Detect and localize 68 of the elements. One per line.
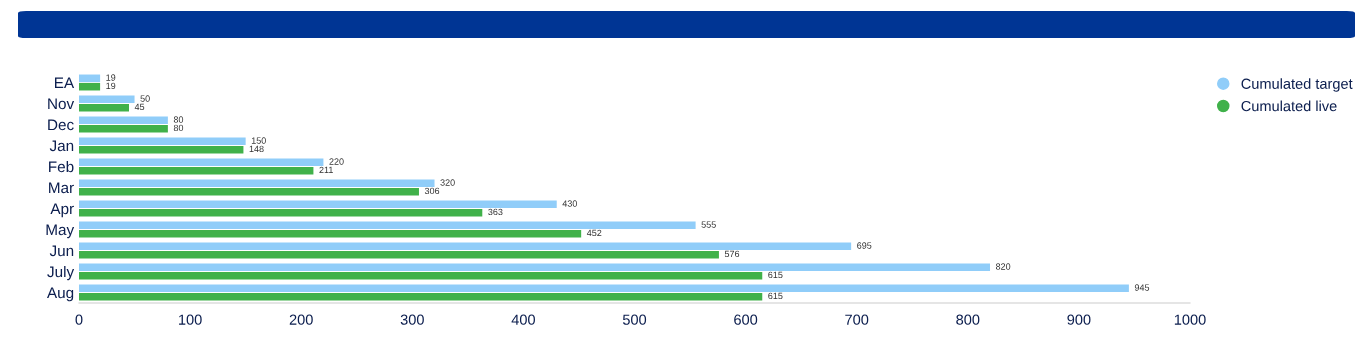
data-label: 45 [134, 103, 145, 111]
bar [79, 284, 1129, 293]
bar [79, 74, 101, 83]
x-tick-label: 200 [289, 314, 313, 325]
legend-label: Cumulated live [1241, 100, 1337, 112]
x-tick-label: 800 [956, 314, 980, 325]
y-tick-label: EA [55, 77, 75, 89]
data-label: 615 [768, 271, 783, 279]
y-tick-label: Jun [49, 245, 74, 257]
data-label: 148 [249, 145, 264, 153]
x-tick-label: 600 [734, 314, 758, 325]
bar [79, 208, 483, 217]
x-tick-label: 400 [511, 314, 535, 325]
y-tick-label: May [46, 224, 75, 239]
bar [79, 166, 314, 175]
x-tick-label: 100 [179, 314, 202, 325]
y-tick-label: July [47, 265, 75, 281]
x-tick-label: 1000 [1174, 314, 1206, 325]
bar [79, 95, 135, 104]
bar [79, 271, 763, 280]
bar [79, 103, 129, 112]
x-tick-label: 500 [622, 314, 647, 325]
y-tick-label: Mar [49, 182, 74, 194]
bar [79, 200, 557, 209]
x-tick-label: 300 [400, 314, 424, 325]
data-label: 430 [562, 200, 577, 207]
data-label: 945 [1134, 284, 1150, 291]
data-label: 80 [173, 124, 184, 132]
data-label: 80 [173, 116, 184, 123]
legend-label: Cumulated target [1241, 78, 1353, 92]
y-tick-label: Dec [48, 119, 74, 131]
data-label: 576 [724, 250, 740, 258]
bar [79, 145, 244, 154]
data-label: 615 [768, 292, 783, 300]
bar [79, 116, 168, 125]
data-label: 19 [106, 82, 116, 90]
x-tick-label: 900 [1067, 314, 1091, 325]
data-label: 50 [140, 95, 150, 102]
x-tick-label: 0 [75, 314, 83, 325]
data-label: 19 [106, 74, 116, 81]
x-tick-label: 700 [845, 314, 869, 325]
data-label: 820 [995, 263, 1011, 270]
bar [79, 158, 324, 167]
y-tick-label: Apr [50, 203, 74, 218]
bar [79, 187, 419, 196]
bar [79, 292, 763, 301]
data-label: 150 [251, 137, 266, 144]
bar [79, 263, 991, 272]
data-label: 220 [329, 158, 344, 165]
bar [79, 221, 696, 230]
y-tick-label: Jan [49, 140, 74, 152]
data-label: 363 [488, 208, 503, 216]
data-label: 555 [701, 221, 716, 228]
data-label: 452 [586, 229, 602, 237]
bar [79, 124, 168, 133]
data-label: 320 [440, 179, 455, 186]
bar [79, 137, 246, 146]
bar [79, 242, 852, 251]
bar [79, 179, 435, 188]
data-label: 211 [319, 166, 333, 174]
y-tick-label: Feb [49, 160, 74, 173]
data-label: 306 [424, 187, 440, 195]
data-label: 695 [857, 242, 872, 249]
bar [79, 229, 582, 238]
bar [79, 250, 719, 259]
bar [79, 82, 101, 91]
y-tick-label: Aug [46, 287, 74, 302]
y-tick-label: Nov [48, 98, 75, 110]
